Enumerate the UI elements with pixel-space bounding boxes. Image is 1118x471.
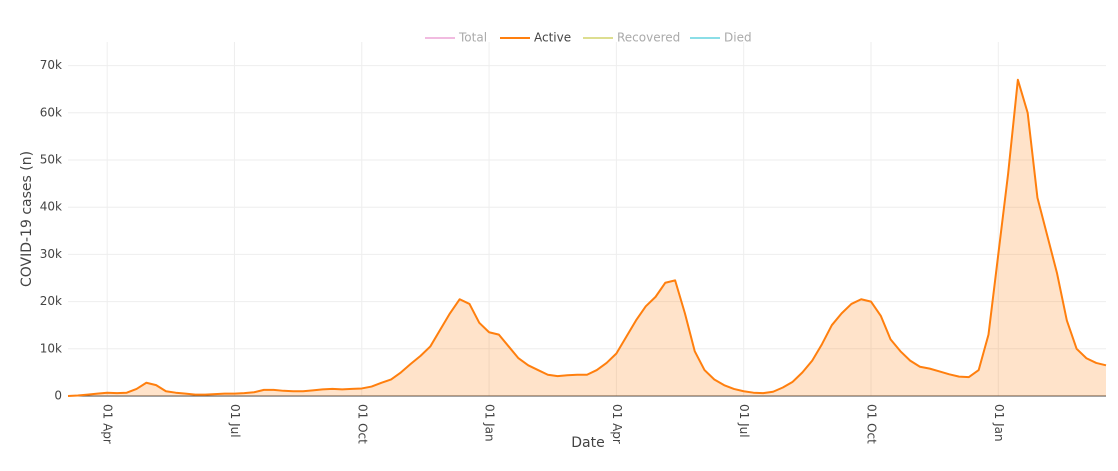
y-tick-label: 60k [40, 105, 62, 119]
y-tick-label: 40k [40, 200, 62, 214]
y-axis-title: COVID-19 cases (n) [19, 151, 35, 287]
x-tick-label: 01 Oct [355, 404, 369, 444]
y-tick-label: 70k [40, 58, 62, 72]
legend-label[interactable]: Died [724, 31, 752, 45]
legend-label[interactable]: Total [458, 31, 487, 45]
x-tick-label: 01 Jan [483, 404, 497, 442]
x-axis-title: Date [571, 435, 604, 451]
area [68, 79, 1106, 396]
legend-label[interactable]: Active [534, 31, 571, 45]
y-tick-label: 30k [40, 247, 62, 261]
x-tick-label: 01 Jul [228, 404, 242, 438]
y-tick-label: 20k [40, 294, 62, 308]
y-tick-label: 50k [40, 153, 62, 167]
x-tick-label: 01 Apr [610, 404, 624, 444]
y-tick-label: 10k [40, 341, 62, 355]
line [67, 78, 1107, 397]
x-tick-label: 01 Jul [737, 404, 751, 438]
legend-label[interactable]: Recovered [617, 31, 680, 45]
x-tick-label: 01 Apr [101, 404, 115, 444]
x-tick-label: 01 Jan [992, 404, 1006, 442]
y-tick-label: 0 [54, 389, 62, 403]
x-tick-label: 01 Oct [864, 404, 878, 444]
